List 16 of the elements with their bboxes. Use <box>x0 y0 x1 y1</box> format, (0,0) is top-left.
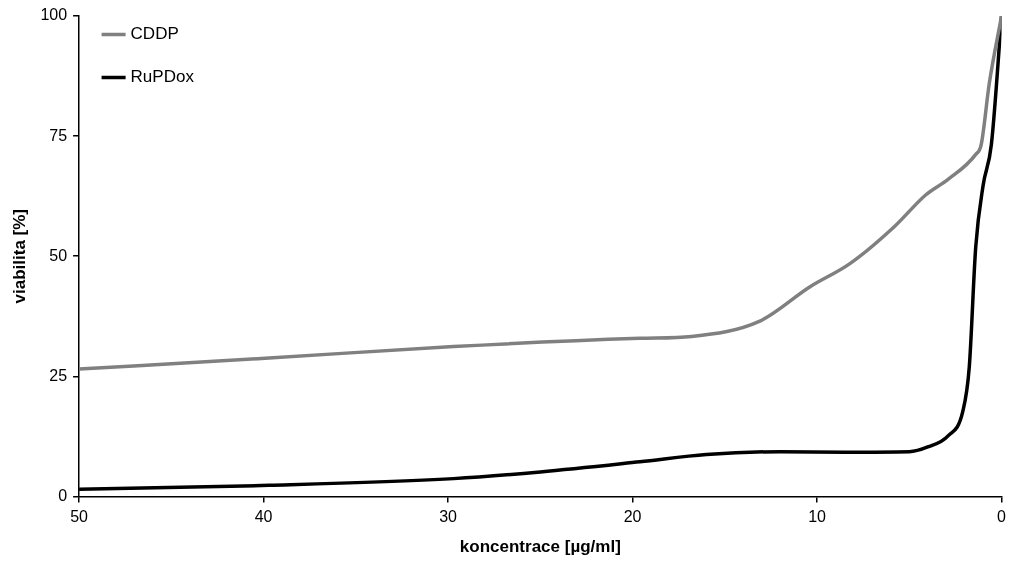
y-tick-label: 100 <box>40 6 68 24</box>
x-tick-label: 10 <box>808 508 827 526</box>
x-tick-label: 30 <box>439 508 458 526</box>
y-tick-label: 0 <box>58 486 68 504</box>
y-tick-label: 25 <box>49 366 68 384</box>
x-tick-label: 50 <box>70 508 89 526</box>
y-axis-title: viabilita [%] <box>9 208 29 304</box>
y-tick-label: 50 <box>49 246 68 264</box>
x-tick-label: 20 <box>623 508 642 526</box>
x-tick-label: 0 <box>997 508 1007 526</box>
legend-label: RuPDox <box>130 67 195 87</box>
x-tick-label: 40 <box>254 508 273 526</box>
y-tick-label: 75 <box>49 126 68 144</box>
legend-label: CDDP <box>130 24 179 44</box>
x-axis-title: koncentrace [µg/ml] <box>459 537 621 557</box>
line-series <box>79 16 1002 371</box>
